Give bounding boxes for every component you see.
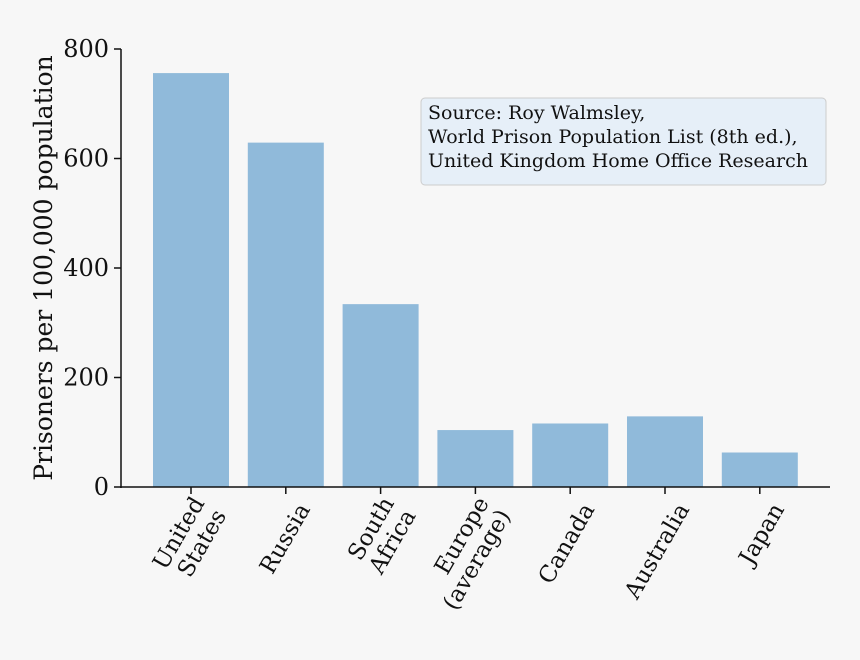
x-tick-label-line: Japan bbox=[733, 499, 790, 571]
bar bbox=[153, 73, 229, 487]
bar bbox=[532, 423, 609, 487]
bar bbox=[437, 430, 514, 487]
x-tick-label: Australia bbox=[619, 499, 695, 605]
x-tick-label: Europe(average) bbox=[417, 493, 517, 615]
source-note-line-2: World Prison Population List (8th ed.), bbox=[428, 126, 798, 148]
bar bbox=[342, 304, 419, 487]
y-axis-ticks: 0 200 400 600 800 bbox=[63, 35, 121, 501]
y-axis-label: Prisoners per 100,000 population bbox=[29, 55, 58, 481]
x-tick-label-line: Russia bbox=[255, 499, 316, 579]
bar bbox=[247, 142, 324, 487]
y-tick-label: 400 bbox=[63, 254, 109, 282]
y-tick-label: 200 bbox=[63, 364, 109, 392]
source-note-line-1: Source: Roy Walmsley, bbox=[428, 102, 645, 124]
source-note-line-3: United Kingdom Home Office Research bbox=[428, 150, 808, 172]
x-tick-label: SouthAfrica bbox=[342, 493, 422, 580]
bar bbox=[721, 452, 798, 487]
x-tick-label-line: Canada bbox=[534, 499, 601, 589]
source-note: Source: Roy Walmsley, World Prison Popul… bbox=[420, 97, 827, 186]
x-tick-label-line: Australia bbox=[619, 499, 695, 605]
x-tick-label: Russia bbox=[255, 499, 316, 579]
x-tick-label: Canada bbox=[534, 499, 601, 589]
y-tick-label: 800 bbox=[63, 35, 109, 63]
bars bbox=[153, 73, 798, 487]
x-axis-tick-labels: UnitedStates Russia SouthAfrica Europe(aver… bbox=[148, 487, 790, 615]
x-tick-label: Japan bbox=[733, 499, 790, 571]
bar bbox=[627, 416, 703, 487]
y-tick-label: 600 bbox=[63, 145, 109, 173]
source-note-box bbox=[420, 97, 827, 186]
x-tick-label: UnitedStates bbox=[148, 493, 232, 587]
y-tick-label: 0 bbox=[94, 473, 109, 501]
